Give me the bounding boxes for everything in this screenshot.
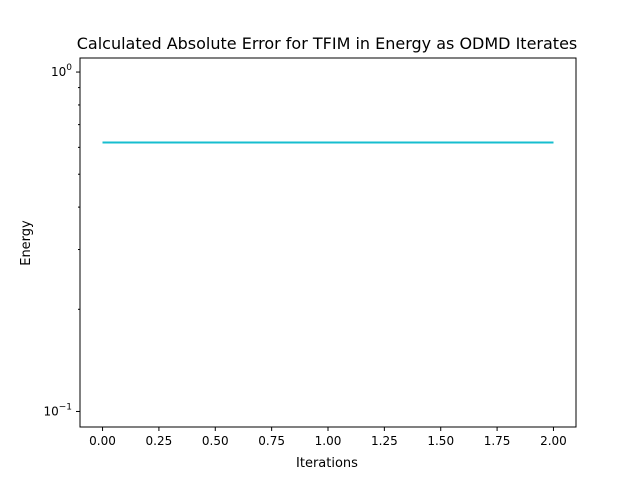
y-tick-label: 100	[51, 63, 72, 79]
y-tick-exponent: 0	[66, 63, 72, 73]
x-tick-label: 1.75	[484, 434, 511, 448]
y-axis-label: Energy	[19, 220, 34, 266]
axes-frame	[79, 57, 577, 428]
chart-title: Calculated Absolute Error for TFIM in En…	[77, 34, 578, 53]
x-tick-label: 0.75	[258, 434, 285, 448]
y-tick-base: 10	[51, 65, 66, 79]
x-tick-label: 0.00	[89, 434, 116, 448]
y-tick-base: 10	[43, 404, 58, 418]
y-tick-label: 10−1	[43, 402, 72, 418]
y-tick-exponent: −1	[59, 402, 72, 412]
x-tick-label: 0.50	[202, 434, 229, 448]
x-tick-label: 2.00	[540, 434, 567, 448]
plot-area: 0.00 0.25 0.50 0.75 1.00 1.25 1.50 1.75 2.001001…	[43, 63, 566, 448]
x-tick-label: 1.50	[427, 434, 454, 448]
x-axis-label: Iterations	[296, 456, 358, 471]
x-tick-label: 1.25	[371, 434, 398, 448]
x-tick-label: 1.00	[315, 434, 342, 448]
x-tick-label: 0.25	[146, 434, 173, 448]
